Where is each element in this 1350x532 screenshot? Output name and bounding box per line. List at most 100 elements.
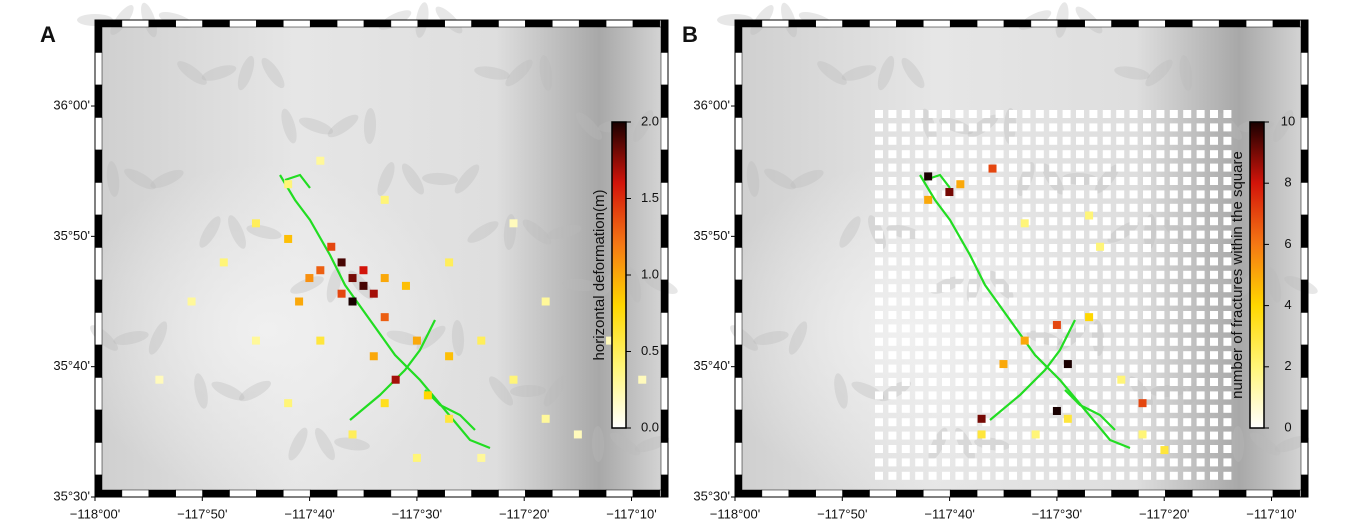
empty-cell bbox=[1102, 284, 1111, 293]
empty-cell bbox=[1116, 364, 1125, 373]
frame-segment bbox=[605, 19, 634, 28]
terrain-ridge bbox=[834, 373, 848, 409]
data-square bbox=[924, 172, 933, 181]
empty-cell bbox=[1169, 230, 1178, 239]
empty-cell bbox=[1223, 123, 1232, 132]
empty-cell bbox=[1062, 471, 1071, 480]
empty-cell bbox=[1129, 391, 1138, 400]
empty-cell bbox=[1116, 311, 1125, 319]
empty-cell bbox=[1129, 217, 1138, 226]
empty-cell bbox=[888, 284, 897, 293]
empty-cell bbox=[1196, 337, 1205, 346]
empty-cell bbox=[955, 445, 964, 453]
empty-cell bbox=[1076, 364, 1084, 373]
empty-cell bbox=[888, 324, 897, 333]
x-tick-label: −117°30' bbox=[1032, 506, 1082, 521]
data-square bbox=[380, 195, 389, 204]
empty-cell bbox=[1062, 203, 1071, 212]
empty-cell bbox=[968, 190, 977, 199]
empty-cell bbox=[1116, 136, 1125, 145]
empty-cell bbox=[1076, 311, 1084, 319]
empty-cell bbox=[1102, 458, 1111, 467]
empty-cell bbox=[1183, 284, 1192, 293]
empty-cell bbox=[995, 337, 1004, 346]
empty-cell bbox=[915, 136, 924, 145]
empty-cell bbox=[1210, 404, 1218, 413]
empty-cell bbox=[1062, 244, 1071, 252]
empty-cell bbox=[915, 110, 924, 118]
empty-cell bbox=[875, 284, 883, 293]
empty-cell bbox=[995, 244, 1004, 252]
empty-cell bbox=[1022, 404, 1031, 413]
empty-cell bbox=[875, 458, 883, 467]
empty-cell bbox=[1035, 297, 1044, 306]
empty-cell bbox=[1116, 190, 1125, 199]
frame-segment bbox=[660, 19, 669, 53]
empty-cell bbox=[1035, 404, 1044, 413]
empty-cell bbox=[1035, 244, 1044, 252]
empty-cell bbox=[1009, 110, 1017, 118]
empty-cell bbox=[1196, 190, 1205, 199]
empty-cell bbox=[955, 150, 964, 159]
frame-segment bbox=[660, 409, 669, 443]
frame-segment bbox=[229, 19, 257, 28]
data-square bbox=[380, 399, 389, 408]
empty-cell bbox=[901, 471, 910, 480]
empty-cell bbox=[995, 123, 1004, 132]
empty-cell bbox=[942, 337, 950, 346]
empty-cell bbox=[928, 391, 937, 400]
empty-cell bbox=[1049, 177, 1058, 185]
empty-cell bbox=[1022, 378, 1031, 386]
frame-segment bbox=[1003, 489, 1032, 498]
empty-cell bbox=[1022, 284, 1031, 293]
empty-cell bbox=[888, 136, 897, 145]
frame-segment bbox=[734, 149, 743, 183]
empty-cell bbox=[1062, 311, 1071, 319]
empty-cell bbox=[1116, 123, 1125, 132]
empty-cell bbox=[875, 150, 883, 159]
empty-cell bbox=[1116, 230, 1125, 239]
empty-cell bbox=[942, 391, 950, 400]
colorbar-tick-label: 4 bbox=[1284, 297, 1291, 312]
frame-segment bbox=[1300, 19, 1309, 53]
empty-cell bbox=[1129, 203, 1138, 212]
empty-cell bbox=[1196, 471, 1205, 480]
empty-cell bbox=[1076, 123, 1084, 132]
empty-cell bbox=[888, 217, 897, 226]
empty-cell bbox=[1049, 123, 1058, 132]
empty-cell bbox=[995, 418, 1004, 427]
empty-cell bbox=[1022, 364, 1031, 373]
frame-segment bbox=[94, 149, 103, 183]
empty-cell bbox=[1223, 136, 1232, 145]
empty-cell bbox=[1009, 244, 1017, 252]
empty-cell bbox=[942, 378, 950, 386]
empty-cell bbox=[982, 337, 991, 346]
empty-cell bbox=[1196, 257, 1205, 266]
empty-cell bbox=[1049, 391, 1058, 400]
empty-cell bbox=[995, 458, 1004, 467]
terrain-ridge bbox=[199, 216, 221, 248]
terrain-ridge bbox=[488, 376, 514, 406]
frame-segment bbox=[1272, 489, 1301, 498]
frame-segment bbox=[1300, 474, 1309, 498]
empty-cell bbox=[875, 110, 883, 118]
data-square bbox=[477, 453, 486, 462]
empty-cell bbox=[1183, 378, 1192, 386]
empty-cell bbox=[1009, 136, 1017, 145]
empty-cell bbox=[928, 203, 937, 212]
frame-segment bbox=[1300, 52, 1309, 86]
x-tick-label: −118°00' bbox=[70, 506, 120, 521]
empty-cell bbox=[1116, 418, 1125, 427]
empty-cell bbox=[901, 391, 910, 400]
map-panel: −118°00' −117°50' −117°40' −117°30' −117°20'… bbox=[693, 2, 1318, 521]
frame-segment bbox=[660, 279, 669, 313]
empty-cell bbox=[1196, 163, 1205, 172]
frame-segment bbox=[94, 182, 103, 216]
empty-cell bbox=[1129, 418, 1138, 427]
empty-cell bbox=[982, 217, 991, 226]
terrain-ridge bbox=[148, 321, 168, 355]
frame-segment bbox=[390, 19, 419, 28]
data-square bbox=[380, 313, 389, 322]
empty-cell bbox=[955, 391, 964, 400]
empty-cell bbox=[1156, 311, 1165, 319]
